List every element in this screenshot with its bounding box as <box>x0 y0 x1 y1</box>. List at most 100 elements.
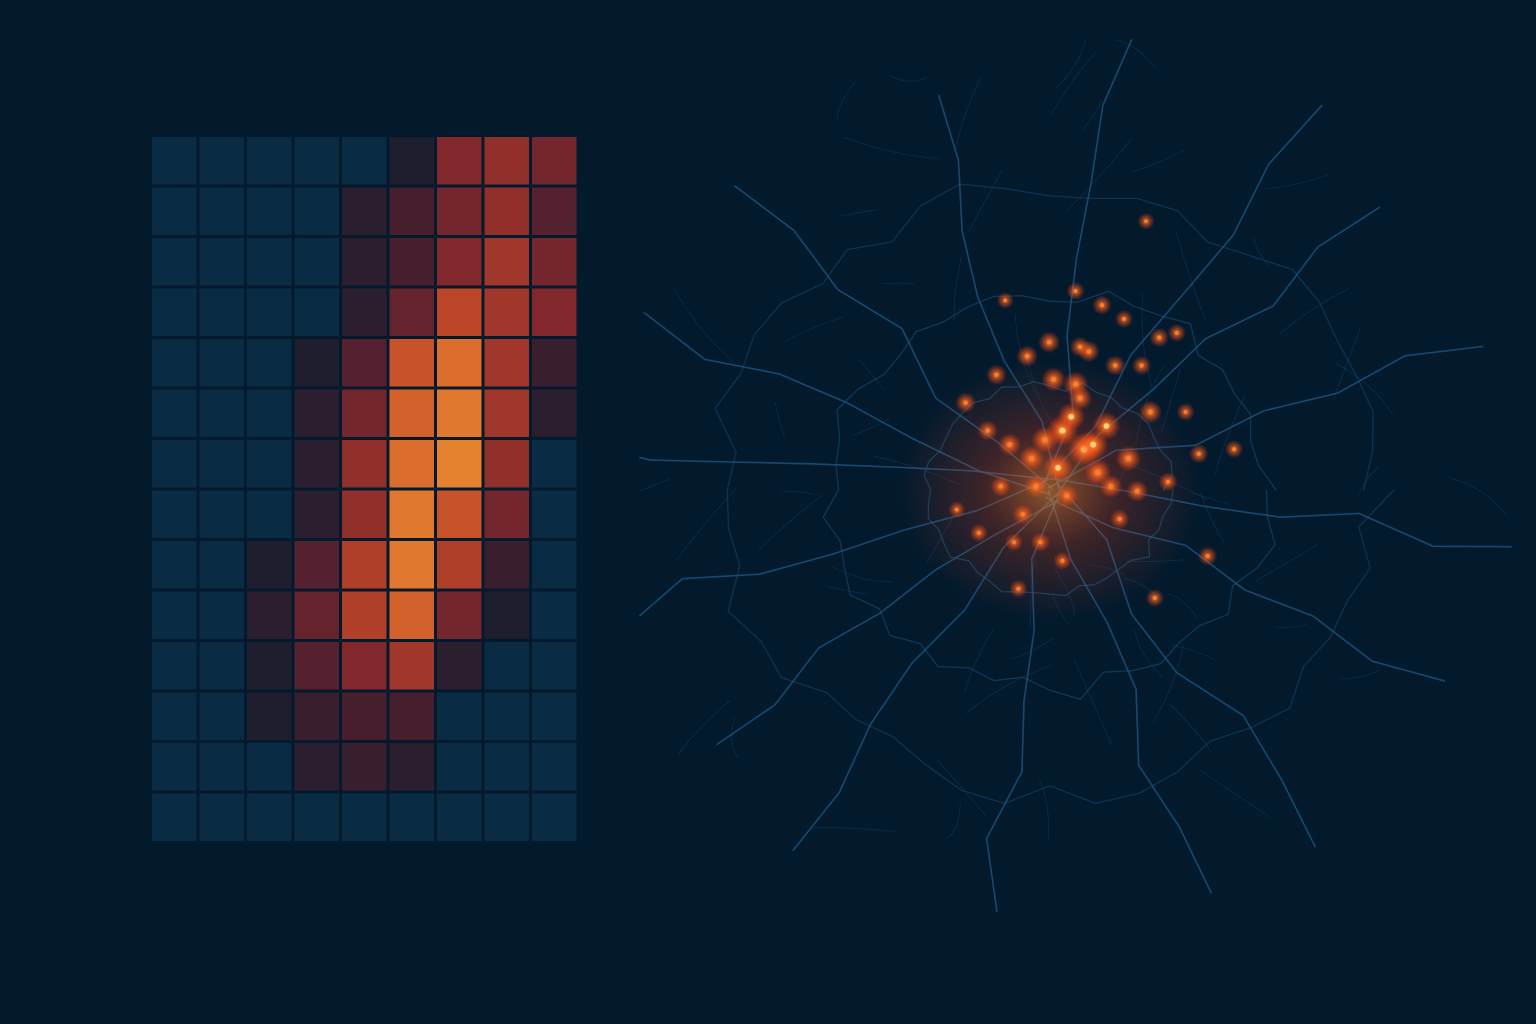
hotspot-point <box>1149 327 1169 348</box>
heatmap-cell-r5-c1 <box>152 339 197 387</box>
hotspot-point <box>1092 295 1112 315</box>
heatmap-cell-r5-c7 <box>437 339 482 387</box>
heatmap-cell-r12-c6 <box>389 692 434 740</box>
heatmap-cell-r6-c1 <box>152 389 197 437</box>
heatmap-cell-r7-c1 <box>152 440 197 488</box>
heatmap-cell-r10-c2 <box>199 591 244 639</box>
hotspot-point-core <box>1152 596 1157 600</box>
local-street <box>953 257 962 321</box>
local-street <box>825 585 868 595</box>
local-street <box>947 802 961 839</box>
heatmap-cell-r11-c4 <box>294 642 339 690</box>
heatmap-cell-r5-c5 <box>342 339 387 387</box>
heatmap-grid <box>152 137 577 841</box>
local-street <box>673 288 736 364</box>
hotspot-point <box>1126 480 1149 503</box>
heatmap-cell-r1-c7 <box>437 137 482 185</box>
heatmap-cell-r14-c4 <box>294 793 339 841</box>
heatmap-cell-r1-c4 <box>294 137 339 185</box>
heatmap-cell-r7-c9 <box>532 440 577 488</box>
heatmap-cell-r8-c5 <box>342 490 387 538</box>
hotspot-point-core <box>1232 447 1236 452</box>
heatmap-cell-r1-c2 <box>199 137 244 185</box>
heatmap-cell-r8-c6 <box>389 490 434 538</box>
hotspot-point-core <box>1094 469 1101 476</box>
local-street <box>1114 39 1157 69</box>
heatmap-cell-r14-c3 <box>247 793 292 841</box>
hotspot-point-core <box>1003 298 1008 303</box>
heatmap-cell-r8-c9 <box>532 490 577 538</box>
heatmap-cell-r9-c6 <box>389 541 434 589</box>
hotspot-point <box>1197 546 1218 566</box>
hotspot-point <box>1012 503 1034 525</box>
heatmap-cell-r3-c7 <box>437 238 482 286</box>
local-street <box>843 136 939 159</box>
heatmap-cell-r12-c7 <box>437 692 482 740</box>
hotspot-point-core <box>1060 558 1065 563</box>
hotspot-point <box>1004 533 1024 552</box>
heatmap-cell-r6-c9 <box>532 389 577 437</box>
heatmap-cell-r4-c1 <box>152 288 197 336</box>
hotspot-point <box>1137 212 1155 230</box>
hotspot-point <box>990 476 1012 497</box>
local-street <box>964 628 994 694</box>
hotspot-point-core <box>1108 484 1114 489</box>
heatmap-cell-r7-c7 <box>437 440 482 488</box>
hotspot-point-core <box>1064 493 1070 499</box>
hotspot-point-core <box>1012 540 1016 545</box>
heatmap-cell-r11-c1 <box>152 642 197 690</box>
hotspot-point-core <box>1024 353 1030 359</box>
local-street <box>831 566 893 583</box>
hotspot-point-core <box>1073 381 1079 387</box>
heatmap-cell-r11-c3 <box>247 642 292 690</box>
heatmap-cell-r6-c7 <box>437 389 482 437</box>
local-street <box>1275 624 1307 628</box>
hotspot-point-core <box>985 428 990 433</box>
heatmap-cell-r12-c3 <box>247 692 292 740</box>
heatmap-cell-r2-c2 <box>199 187 244 235</box>
heatmap-cell-r12-c5 <box>342 692 387 740</box>
heatmap-cell-r2-c3 <box>247 187 292 235</box>
hotspot-point <box>1104 355 1126 376</box>
heatmap-cell-r1-c5 <box>342 137 387 185</box>
heatmap-cell-r14-c6 <box>389 793 434 841</box>
local-street <box>954 76 981 152</box>
heatmap-cell-r7-c6 <box>389 440 434 488</box>
hotspot-point-core <box>1144 219 1148 224</box>
local-street <box>1081 100 1102 133</box>
hotspot-glow <box>900 360 1200 620</box>
heatmap-cell-r4-c8 <box>484 288 529 336</box>
local-street <box>1073 659 1113 746</box>
heatmap-cell-r11-c6 <box>389 642 434 690</box>
hotspot-point <box>969 523 988 543</box>
hotspot-point-core <box>1090 441 1097 448</box>
heatmap-cell-r2-c8 <box>484 187 529 235</box>
heatmap-cell-r5-c2 <box>199 339 244 387</box>
heatmap-cell-r3-c9 <box>532 238 577 286</box>
heatmap-cell-r11-c9 <box>532 642 577 690</box>
hotspot-point <box>1041 367 1066 392</box>
heatmap-cell-r1-c8 <box>484 137 529 185</box>
local-street <box>966 665 1051 714</box>
local-street <box>1141 292 1154 392</box>
heatmap-cell-r8-c2 <box>199 490 244 538</box>
local-street <box>1253 237 1269 266</box>
heatmap-cell-r9-c2 <box>199 541 244 589</box>
heatmap-cell-r9-c1 <box>152 541 197 589</box>
hotspot-point <box>1138 400 1162 424</box>
hotspot-point-core <box>1051 376 1057 382</box>
heatmap-cell-r14-c1 <box>152 793 197 841</box>
local-street <box>1039 780 1049 843</box>
local-street <box>1065 138 1132 213</box>
local-street <box>1054 39 1087 89</box>
heatmap-cell-r13-c1 <box>152 743 197 791</box>
local-street <box>968 170 1003 233</box>
hotspot-point <box>1114 309 1134 329</box>
local-street <box>1175 232 1206 321</box>
ring-road <box>714 183 1395 805</box>
heatmap-cell-r4-c3 <box>247 288 292 336</box>
local-street <box>1341 669 1381 680</box>
heatmap-cell-r2-c7 <box>437 187 482 235</box>
hotspot-point-core <box>1134 488 1140 494</box>
